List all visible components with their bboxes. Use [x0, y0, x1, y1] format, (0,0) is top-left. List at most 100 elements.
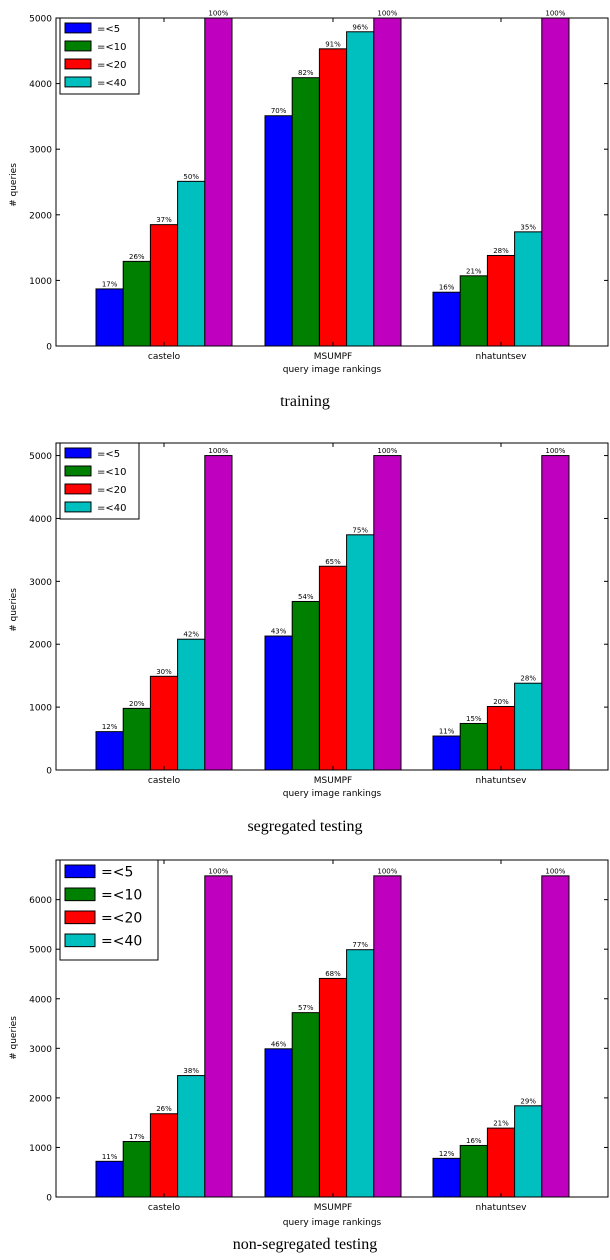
- x-axis-label: query image rankings: [283, 365, 382, 375]
- legend-swatch: [65, 484, 91, 494]
- bar: [542, 18, 569, 346]
- bar: [150, 1114, 177, 1197]
- y-tick-label: 1000: [29, 277, 52, 287]
- bar: [123, 261, 150, 346]
- bar-data-label: 35%: [520, 223, 536, 231]
- bar-data-label: 21%: [466, 267, 482, 275]
- bar-data-label: 21%: [493, 1120, 509, 1128]
- bar-data-label: 37%: [156, 216, 172, 224]
- bar-data-label: 11%: [102, 1153, 118, 1161]
- bar: [374, 456, 401, 770]
- bar-data-label: 12%: [439, 1150, 455, 1158]
- bar: [205, 876, 232, 1197]
- bar-data-label: 96%: [352, 23, 368, 31]
- bar-data-label: 11%: [439, 728, 455, 736]
- y-tick-label: 2000: [29, 1094, 52, 1104]
- bar-data-label: 75%: [352, 526, 368, 534]
- legend-label: =<40: [97, 503, 126, 514]
- x-axis-label: query image rankings: [283, 1218, 382, 1228]
- bar-data-label: 100%: [208, 447, 228, 455]
- bar-data-label: 16%: [466, 1137, 482, 1145]
- y-tick-label: 1000: [29, 704, 52, 714]
- y-tick-label: 3000: [29, 578, 52, 588]
- y-axis-label: # queries: [9, 163, 19, 207]
- training-bar-chart: 0 1000 2000 3000 4000 5000 # queries 17% 70% 16% 2…: [0, 0, 610, 380]
- legend-swatch: [65, 888, 95, 901]
- bar: [319, 566, 346, 770]
- x-category-label: castelo: [148, 1203, 181, 1213]
- bar-data-label: 38%: [183, 1067, 199, 1075]
- bar-data-label: 46%: [271, 1040, 287, 1048]
- bar: [292, 601, 319, 770]
- y-tick-label: 2000: [29, 641, 52, 651]
- bar-data-label: 77%: [352, 941, 368, 949]
- bar-data-label: 70%: [271, 107, 287, 115]
- y-tick-label: 6000: [29, 896, 52, 906]
- legend-swatch: [65, 23, 91, 33]
- legend-swatch: [65, 934, 95, 947]
- bar-data-label: 100%: [208, 10, 228, 18]
- bar-data-label: 17%: [102, 280, 118, 288]
- bar: [347, 950, 374, 1197]
- x-category-label: nhatuntsev: [476, 352, 528, 362]
- bar-data-label: 65%: [325, 558, 341, 566]
- bar-data-label: 100%: [545, 867, 565, 875]
- legend-swatch: [65, 448, 91, 458]
- legend-swatch: [65, 59, 91, 69]
- y-tick-label: 5000: [29, 452, 52, 462]
- bar: [96, 1161, 123, 1197]
- bar: [433, 292, 460, 346]
- bar-data-label: 20%: [493, 698, 509, 706]
- bar: [515, 683, 542, 770]
- bar-data-label: 100%: [208, 867, 228, 875]
- bar: [374, 876, 401, 1197]
- x-category-label: MSUMPF: [314, 1203, 352, 1213]
- x-category-label: castelo: [148, 352, 181, 362]
- y-tick-label: 4000: [29, 995, 52, 1005]
- bar: [265, 636, 292, 770]
- legend-label: =<5: [97, 24, 120, 35]
- bar-data-label: 30%: [156, 668, 172, 676]
- bar: [460, 723, 487, 770]
- x-category-label: castelo: [148, 776, 181, 786]
- bar: [265, 1049, 292, 1197]
- x-category-label: nhatuntsev: [476, 1203, 528, 1213]
- non-segregated-testing-caption: non-segregated testing: [0, 1236, 610, 1254]
- y-tick-label: 3000: [29, 146, 52, 156]
- bar: [150, 225, 177, 346]
- bar: [347, 535, 374, 770]
- non-segregated-testing-chart-panel: 0 1000 2000 3000 4000 5000 6000 # queries 11% 46%…: [0, 848, 610, 1240]
- legend-label: =<10: [101, 888, 142, 904]
- bar-data-label: 28%: [520, 675, 536, 683]
- bar-data-label: 28%: [493, 247, 509, 255]
- y-axis-label: # queries: [9, 588, 19, 632]
- bar: [178, 639, 205, 770]
- y-tick-label: 4000: [29, 515, 52, 525]
- y-tick-label: 0: [46, 767, 52, 777]
- legend-swatch: [65, 865, 95, 878]
- legend-label: =<40: [97, 78, 126, 89]
- legend-swatch: [65, 77, 91, 87]
- legend-label: =<10: [97, 42, 126, 53]
- bar: [123, 1141, 150, 1197]
- bar-data-label: 26%: [156, 1105, 172, 1113]
- bar: [460, 1145, 487, 1197]
- bar: [178, 181, 205, 346]
- bar: [347, 32, 374, 346]
- y-tick-label: 0: [46, 1194, 52, 1204]
- bar: [150, 676, 177, 770]
- bar: [515, 232, 542, 346]
- bar: [292, 1013, 319, 1197]
- legend-swatch: [65, 911, 95, 924]
- legend-label: =<40: [101, 934, 142, 950]
- bar: [460, 276, 487, 346]
- bar-data-label: 42%: [183, 631, 199, 639]
- legend-label: =<5: [101, 865, 133, 881]
- x-category-label: MSUMPF: [314, 352, 352, 362]
- legend-label: =<20: [97, 60, 126, 71]
- bar: [487, 706, 514, 770]
- segregated-testing-bar-chart: 0 1000 2000 3000 4000 5000 # queries 12% 43% 11% 2…: [0, 425, 610, 805]
- x-category-label: MSUMPF: [314, 776, 352, 786]
- bar: [374, 18, 401, 346]
- bar: [542, 456, 569, 770]
